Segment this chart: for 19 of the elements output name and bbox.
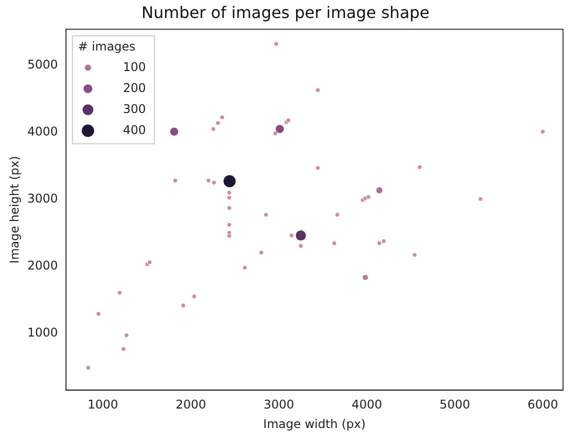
y-tick-label: 4000	[27, 124, 58, 138]
chart-title: Number of images per image shape	[142, 2, 430, 22]
legend-label: 100	[123, 60, 146, 74]
y-tick-label: 2000	[27, 258, 58, 272]
x-axis-title: Image width (px)	[263, 416, 366, 431]
legend-label: 200	[123, 80, 146, 95]
legend-label: 300	[123, 102, 146, 116]
x-tick-label: 4000	[352, 398, 382, 412]
y-axis-title: Image height (px)	[7, 156, 22, 264]
y-tick-label: 1000	[27, 325, 58, 340]
x-tick-label: 1000	[88, 398, 118, 412]
legend-title: # images	[78, 39, 136, 54]
y-tick-label: 5000	[27, 57, 58, 72]
x-tick-label: 6000	[528, 398, 558, 412]
x-tick-label: 3000	[264, 398, 294, 412]
y-tick-label: 3000	[27, 191, 58, 206]
x-tick-label: 2000	[176, 398, 206, 412]
legend-label: 400	[123, 122, 146, 137]
x-tick-label: 5000	[440, 398, 470, 412]
